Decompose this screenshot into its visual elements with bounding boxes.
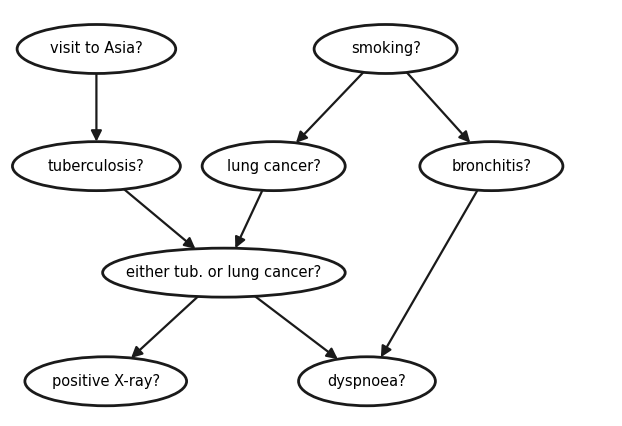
FancyArrowPatch shape: [298, 72, 363, 141]
Text: bronchitis?: bronchitis?: [452, 158, 531, 174]
FancyArrowPatch shape: [92, 73, 101, 139]
FancyArrowPatch shape: [236, 190, 262, 246]
Text: smoking?: smoking?: [351, 41, 420, 57]
Ellipse shape: [12, 141, 180, 191]
Text: visit to Asia?: visit to Asia?: [50, 41, 143, 57]
FancyArrowPatch shape: [407, 72, 468, 141]
Text: tuberculosis?: tuberculosis?: [48, 158, 145, 174]
Ellipse shape: [17, 24, 176, 73]
Ellipse shape: [299, 357, 435, 406]
Ellipse shape: [314, 24, 457, 73]
FancyArrowPatch shape: [382, 190, 478, 355]
Text: dyspnoea?: dyspnoea?: [328, 374, 406, 389]
Ellipse shape: [103, 248, 345, 297]
FancyArrowPatch shape: [133, 296, 198, 356]
Ellipse shape: [25, 357, 187, 406]
Text: lung cancer?: lung cancer?: [227, 158, 320, 174]
Text: either tub. or lung cancer?: either tub. or lung cancer?: [126, 265, 322, 280]
FancyArrowPatch shape: [124, 189, 193, 247]
Ellipse shape: [202, 141, 345, 191]
Ellipse shape: [420, 141, 563, 191]
FancyArrowPatch shape: [255, 296, 336, 357]
Text: positive X-ray?: positive X-ray?: [52, 374, 160, 389]
